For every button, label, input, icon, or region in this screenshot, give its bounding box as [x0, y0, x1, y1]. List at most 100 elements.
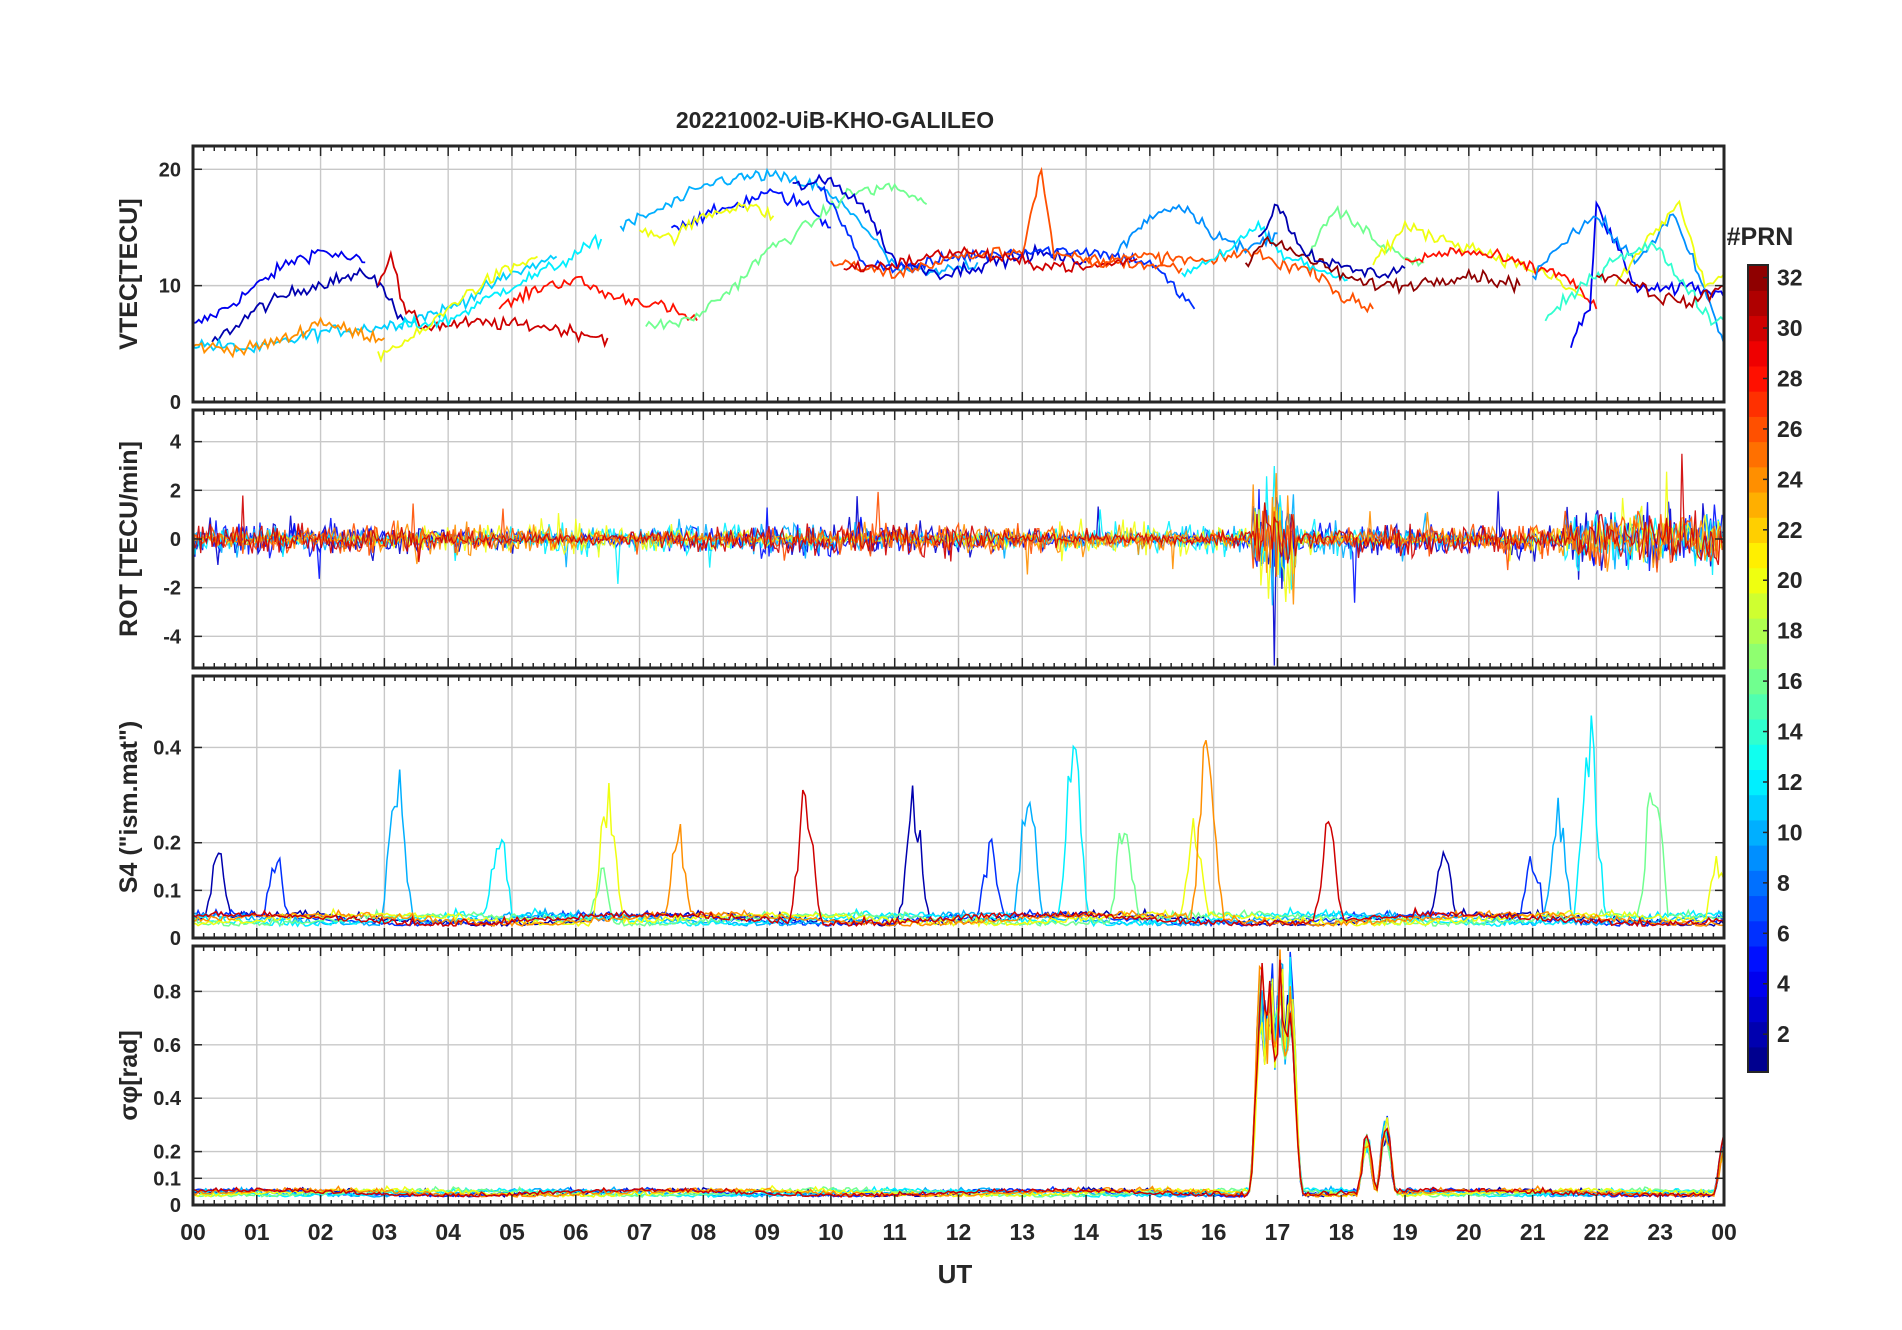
colorbar-swatch-12	[1748, 769, 1768, 796]
series-line-prn-16	[193, 975, 1724, 1199]
y-tick-label: 0.8	[153, 981, 181, 1003]
y-tick-label: 0	[170, 1195, 181, 1217]
colorbar-tick-label: 10	[1777, 819, 1803, 845]
colorbar-tick-label: 20	[1777, 567, 1803, 593]
series-line-prn-30	[843, 245, 1138, 274]
x-tick-label: 08	[691, 1219, 717, 1245]
x-tick-label: 18	[1328, 1219, 1354, 1245]
data-lines	[193, 453, 1723, 666]
axes-frame	[191, 408, 1726, 670]
x-tick-label: 17	[1265, 1219, 1291, 1245]
colorbar-swatch-26	[1748, 416, 1768, 443]
colorbar-swatch-24	[1748, 466, 1768, 493]
colorbar-swatch-10	[1748, 819, 1768, 846]
series-line-prn-28	[1404, 246, 1598, 310]
axes-frame	[191, 944, 1726, 1207]
x-tick-label: 20	[1456, 1219, 1482, 1245]
series-line-prn-4	[1570, 200, 1724, 349]
y-axis-label: VTEC[TECU]	[115, 198, 143, 349]
y-tick-label: 0.2	[153, 833, 181, 855]
x-tick-label: 11	[883, 1219, 908, 1245]
series-line-prn-28	[498, 275, 698, 322]
colorbar-tick-label: 18	[1777, 618, 1803, 644]
colorbar-tick-label: 26	[1777, 416, 1803, 442]
colorbar-swatch-16	[1748, 668, 1768, 695]
y-axis-label: σφ[rad]	[115, 1030, 143, 1121]
colorbar-swatch-22	[1748, 517, 1768, 544]
series-line-prn-30	[377, 249, 609, 349]
colorbar-swatch-23	[1748, 491, 1768, 518]
x-tick-label: 06	[563, 1219, 589, 1245]
colorbar-swatch-28	[1748, 365, 1768, 392]
y-tick-label: 0.6	[153, 1035, 181, 1057]
colorbar-tick-label: 16	[1777, 668, 1803, 694]
y-tick-label: 0	[170, 928, 181, 950]
figure-title: 20221002-UiB-KHO-GALILEO	[676, 107, 994, 133]
colorbar-swatch-13	[1748, 744, 1768, 770]
colorbar-swatch-18	[1748, 618, 1768, 644]
x-tick-label: 13	[1009, 1219, 1035, 1245]
series-line-prn-30	[193, 453, 1723, 566]
colorbar-tick-label: 14	[1777, 719, 1803, 745]
y-tick-label: 2	[170, 480, 181, 502]
ticks: 0 0.1 0.2 0.4 0.6 0.8	[153, 946, 1725, 1217]
series-line-prn-16	[1308, 204, 1425, 267]
series-line-prn-20	[377, 255, 538, 364]
colorbar-swatch-29	[1748, 340, 1768, 367]
x-tick-label: 03	[372, 1219, 398, 1245]
colorbar-swatch-3	[1748, 996, 1768, 1023]
colorbar-swatch-19	[1748, 592, 1768, 619]
series-line-prn-24	[193, 739, 1724, 928]
colorbar-swatch-11	[1748, 794, 1768, 821]
x-tick-label: 04	[435, 1219, 461, 1245]
colorbar-swatch-20	[1748, 567, 1768, 594]
y-tick-label: -2	[163, 578, 181, 600]
colorbar-swatch-32	[1748, 265, 1768, 291]
x-tick-label: 15	[1137, 1219, 1163, 1245]
x-tick-label: 05	[499, 1219, 525, 1245]
colorbar-swatch-30	[1748, 315, 1768, 342]
colorbar-swatch-5	[1748, 945, 1768, 972]
colorbar-tick-label: 6	[1777, 920, 1790, 946]
series-line-prn-31	[1595, 272, 1724, 310]
colorbar-tick-label: 32	[1777, 265, 1803, 291]
panel-vtec: 0 10 20 VTEC[TECU]	[115, 144, 1726, 414]
y-tick-label: 20	[159, 159, 181, 181]
series-line-prn-12	[396, 233, 603, 329]
x-tick-label: 21	[1520, 1219, 1546, 1245]
series-line-prn-4	[193, 249, 366, 325]
series-line-prn-26	[1085, 248, 1374, 314]
x-tick-label: 14	[1073, 1219, 1099, 1245]
series-line-prn-9	[1117, 203, 1278, 254]
series-line-prn-3	[792, 173, 1087, 281]
colorbar-tick-label: 8	[1777, 870, 1790, 896]
colorbar-swatch-25	[1748, 441, 1768, 468]
series-line-prn-20	[1614, 199, 1724, 289]
colorbar-tick-label: 12	[1777, 769, 1803, 795]
y-tick-label: 0.1	[153, 880, 181, 902]
series-line-prn-2	[211, 267, 405, 343]
colorbar-swatch-4	[1748, 971, 1768, 997]
y-tick-label: 0.4	[153, 737, 182, 759]
colorbar-swatch-14	[1748, 718, 1768, 745]
panel-s4: 0 0.1 0.2 0.4 S4 ("ism.mat")	[115, 674, 1726, 950]
panel-sigma_phi: 0 0.1 0.2 0.4 0.6 0.8 σφ[rad]	[115, 944, 1726, 1217]
colorbar-swatch-2	[1748, 1021, 1768, 1048]
series-line-prn-20	[1372, 219, 1585, 299]
series-line-prn-14	[1544, 241, 1724, 327]
colorbar-swatch-21	[1748, 542, 1768, 569]
colorbar-swatch-7	[1748, 895, 1768, 922]
colorbar-swatch-31	[1748, 290, 1768, 317]
x-tick-label: 00	[1711, 1219, 1737, 1245]
x-tick-label: 10	[818, 1219, 844, 1245]
y-tick-label: 0.2	[153, 1142, 181, 1164]
y-axis-label: ROT [TECU/min]	[115, 441, 143, 637]
series-line-prn-11	[193, 254, 558, 354]
colorbar-label: #PRN	[1727, 223, 1794, 251]
grid	[192, 946, 1725, 1206]
data-lines	[193, 715, 1724, 928]
colorbar-swatch-27	[1748, 391, 1768, 417]
axes-frame	[191, 674, 1726, 940]
panel-rot: -4 -2 0 2 4 ROT [TECU/min]	[115, 408, 1726, 670]
